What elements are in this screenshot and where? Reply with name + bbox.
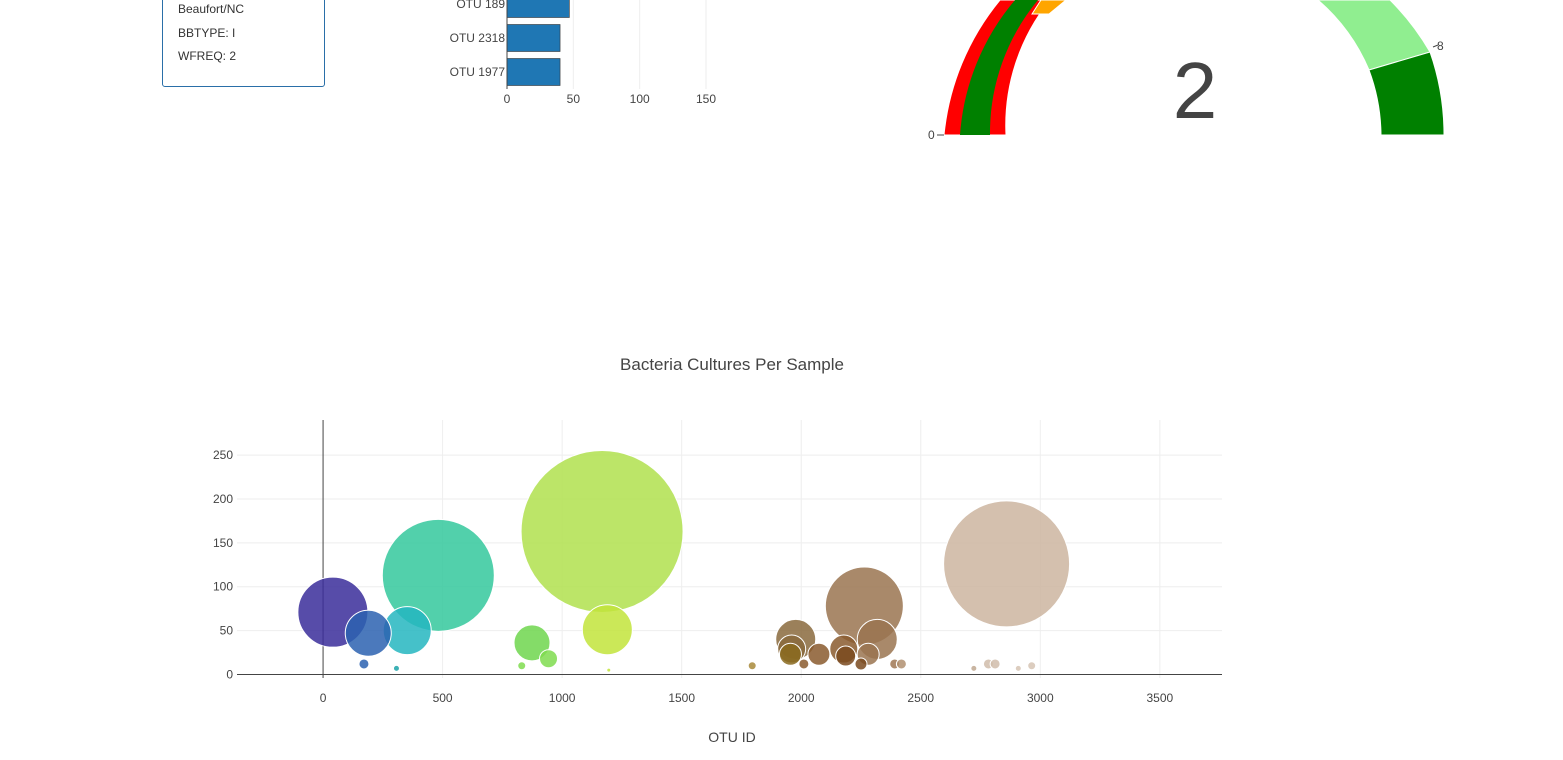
bar[interactable] bbox=[506, 24, 561, 52]
bar-category-label: OTU 189 bbox=[456, 0, 505, 11]
metadata-location: Beaufort/NC bbox=[178, 2, 245, 16]
chart-title: Bacteria Cultures Per Sample bbox=[620, 355, 844, 374]
bubble-points bbox=[297, 449, 1071, 673]
bubble-point[interactable] bbox=[358, 658, 370, 670]
bubble-point[interactable] bbox=[856, 642, 880, 666]
bubble-point[interactable] bbox=[970, 664, 978, 672]
washing-frequency-gauge: 8 0 2 bbox=[928, 0, 1445, 142]
gauge-tick-label-0: 0 bbox=[928, 128, 935, 142]
bubble-point[interactable] bbox=[895, 658, 907, 670]
bubble-point[interactable] bbox=[517, 661, 527, 671]
bubble-gridlines bbox=[237, 420, 1222, 678]
bubble-point[interactable] bbox=[982, 658, 994, 670]
bubble-point[interactable] bbox=[778, 642, 802, 666]
y-tick-label: 200 bbox=[213, 492, 233, 506]
x-tick-label: 3000 bbox=[1027, 691, 1054, 705]
bubble-point[interactable] bbox=[824, 566, 904, 646]
metadata-bbtype: BBTYPE: I bbox=[178, 26, 236, 40]
x-tick-label: 2000 bbox=[788, 691, 815, 705]
bubble-point[interactable] bbox=[854, 657, 868, 671]
x-tick-label: 1000 bbox=[549, 691, 576, 705]
bubble-point[interactable] bbox=[382, 606, 432, 656]
bubble-point[interactable] bbox=[856, 618, 898, 660]
bubble-point[interactable] bbox=[581, 604, 633, 656]
bubble-point[interactable] bbox=[1027, 661, 1037, 671]
bar-x-tick-label: 0 bbox=[504, 92, 511, 106]
bubble-point[interactable] bbox=[297, 576, 369, 648]
gauge-value: 2 bbox=[1173, 46, 1218, 135]
bar-x-tick-label: 150 bbox=[696, 92, 716, 106]
gauge-tick-8 bbox=[1432, 44, 1439, 48]
bar-x-tick-label: 100 bbox=[630, 92, 650, 106]
bubble-point[interactable] bbox=[798, 658, 810, 670]
bubble-point[interactable] bbox=[381, 518, 495, 632]
x-tick-label: 2500 bbox=[907, 691, 934, 705]
top-otu-bar-chart: 0 50 100 150 OTU 189 OTU 2318 OTU 1977 bbox=[450, 0, 716, 106]
bubble-point[interactable] bbox=[943, 500, 1071, 628]
bubble-point[interactable] bbox=[392, 664, 400, 672]
top-charts: 0 50 100 150 OTU 189 OTU 2318 OTU 1977 8 0 2 bbox=[450, 0, 1445, 142]
bubble-point[interactable] bbox=[520, 449, 684, 613]
bubble-point[interactable] bbox=[539, 649, 559, 669]
bar-category-label: OTU 1977 bbox=[450, 65, 506, 79]
bubble-point[interactable] bbox=[889, 658, 901, 670]
gauge-orange-band bbox=[1031, 0, 1067, 15]
y-tick-label: 150 bbox=[213, 536, 233, 550]
bubble-point[interactable] bbox=[989, 658, 1001, 670]
bubble-point[interactable] bbox=[1014, 664, 1022, 672]
bubble-point[interactable] bbox=[606, 667, 612, 673]
gauge-left-green-band bbox=[960, 0, 1038, 135]
y-tick-label: 250 bbox=[213, 448, 233, 462]
gauge-tick-label-8: 8 bbox=[1437, 39, 1444, 53]
bubble-point[interactable] bbox=[807, 642, 831, 666]
x-axis-label: OTU ID bbox=[708, 729, 755, 745]
metadata-wfreq: WFREQ: 2 bbox=[178, 49, 237, 63]
bubble-point[interactable] bbox=[775, 618, 817, 660]
bubble-point[interactable] bbox=[344, 609, 392, 657]
x-tick-label: 1500 bbox=[668, 691, 695, 705]
y-tick-label: 0 bbox=[226, 667, 233, 681]
bubble-point[interactable] bbox=[513, 624, 551, 662]
bubble-point[interactable] bbox=[829, 634, 859, 664]
x-tick-label: 500 bbox=[433, 691, 453, 705]
sample-metadata-panel: Beaufort/NC BBTYPE: I WFREQ: 2 bbox=[162, 0, 325, 87]
y-tick-label: 100 bbox=[213, 580, 233, 594]
bubble-point[interactable] bbox=[777, 634, 807, 664]
x-tick-label: 3500 bbox=[1146, 691, 1173, 705]
bubble-point[interactable] bbox=[747, 661, 757, 671]
bubble-point[interactable] bbox=[835, 645, 857, 667]
gauge-right-green-band bbox=[1368, 51, 1445, 136]
bar-category-label: OTU 2318 bbox=[450, 31, 506, 45]
y-tick-label: 50 bbox=[220, 624, 234, 638]
x-tick-label: 0 bbox=[320, 691, 327, 705]
bar[interactable] bbox=[506, 0, 570, 18]
bar[interactable] bbox=[506, 58, 561, 86]
bar-x-tick-label: 50 bbox=[567, 92, 581, 106]
